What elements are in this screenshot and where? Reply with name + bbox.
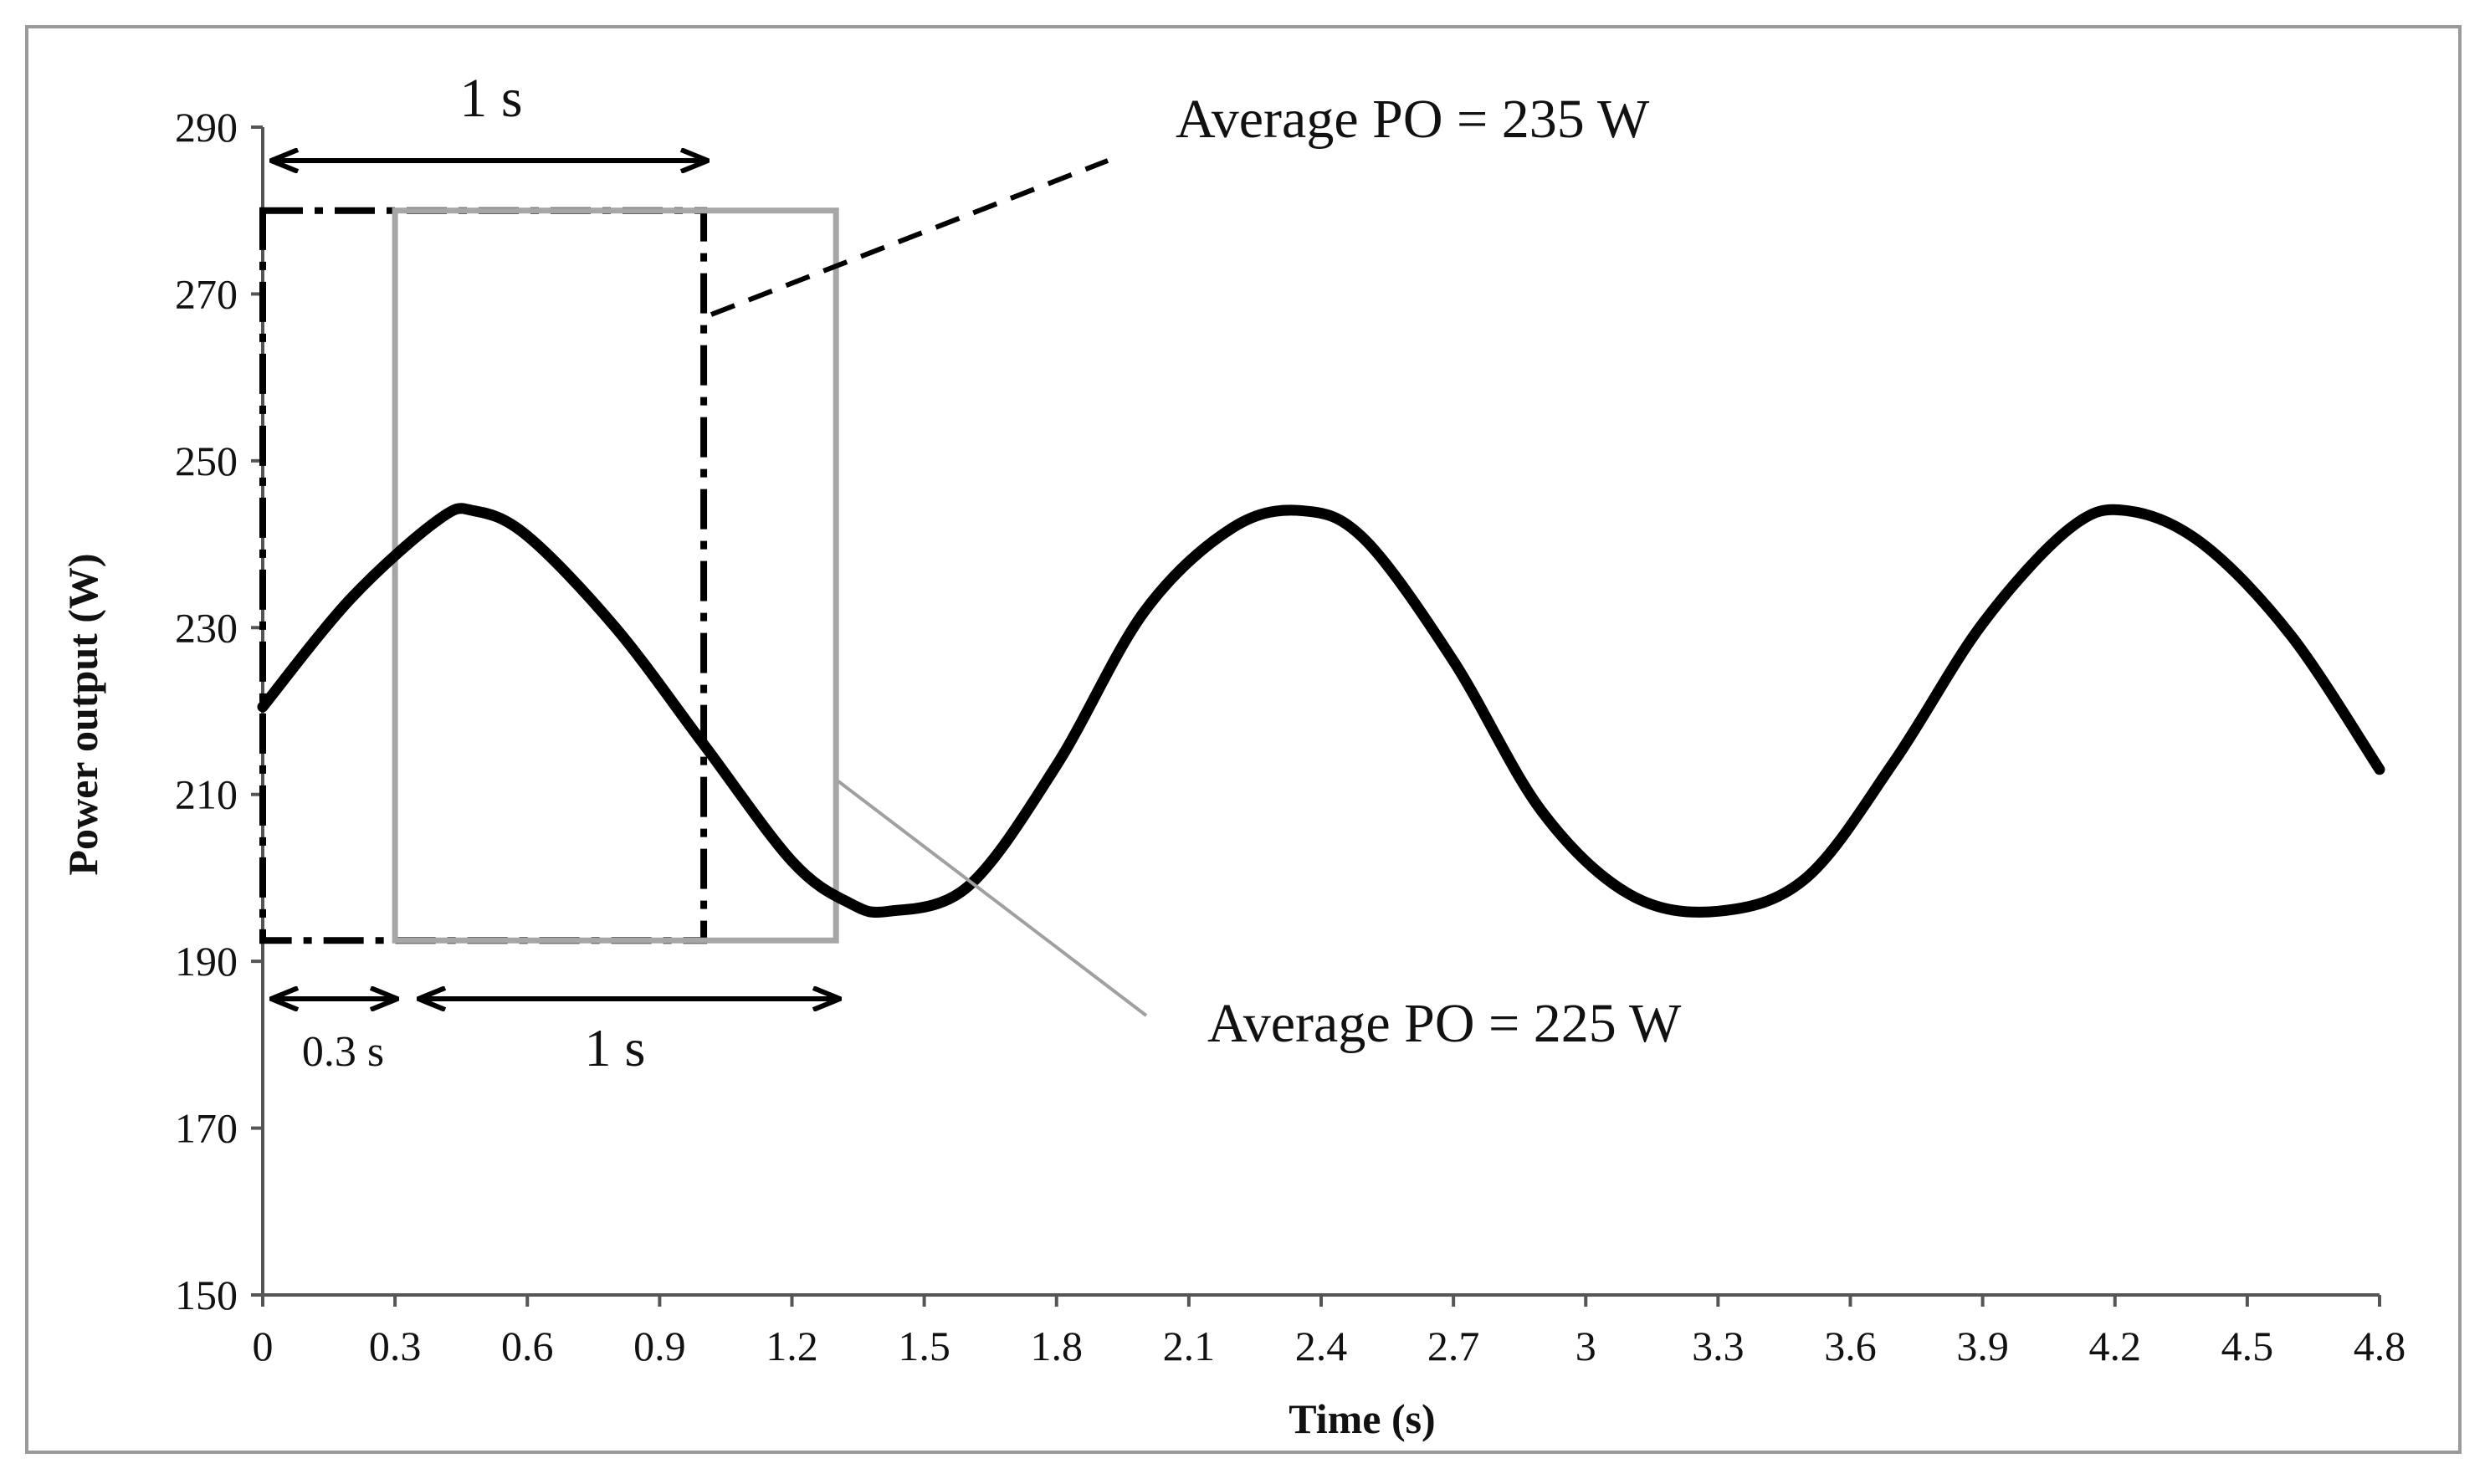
averaging-windows — [259, 207, 839, 944]
series-line-power-output — [257, 503, 2385, 919]
x-tick-label: 0.9 — [633, 1323, 686, 1369]
x-tick-label: 0 — [253, 1323, 274, 1369]
annotations: 1 s 0.3 s 1 s Average PO = 235 W Average… — [271, 68, 1682, 1077]
y-ticks: 150 170 190 210 230 250 270 290 — [175, 104, 263, 1318]
y-axis-title: Power output (W) — [59, 553, 106, 875]
x-tick-label: 0.6 — [501, 1323, 554, 1369]
y-tick-label: 270 — [175, 270, 238, 317]
x-ticks: 0 0.3 0.6 0.9 1.2 1.5 1.8 2.1 2.4 2.7 3 3.3 3.6 3.9 4.… — [253, 1295, 2406, 1369]
x-tick-label: 4.5 — [2221, 1323, 2274, 1369]
x-tick-label: 3 — [1575, 1323, 1596, 1369]
x-tick-label: 2.7 — [1427, 1323, 1480, 1369]
avg-b-label: Average PO = 225 W — [1207, 993, 1682, 1054]
bottom-span-label: 1 s — [585, 1018, 646, 1077]
x-tick-label: 3.3 — [1692, 1323, 1745, 1369]
avg-b-leader-line — [837, 780, 1148, 1017]
y-tick-label: 250 — [175, 438, 238, 484]
y-tick-label: 150 — [175, 1272, 238, 1318]
y-tick-label: 190 — [175, 938, 238, 985]
top-span-label: 1 s — [459, 68, 522, 129]
y-tick-label: 290 — [175, 104, 238, 151]
x-tick-label: 4.2 — [2089, 1323, 2142, 1369]
power-output-chart: 150 170 190 210 230 250 270 290 0 0.3 0.6 0.9 1.2 1.… — [59, 68, 2406, 1442]
window-b — [392, 207, 839, 944]
x-tick-label: 3.6 — [1824, 1323, 1877, 1369]
x-tick-label: 1.5 — [898, 1323, 950, 1369]
y-tick-label: 170 — [175, 1105, 238, 1152]
x-axis-title: Time (s) — [1289, 1395, 1435, 1442]
y-tick-label: 210 — [175, 771, 238, 818]
window-a — [259, 207, 708, 944]
axes — [261, 127, 2380, 1297]
figure-frame: 150 170 190 210 230 250 270 290 0 0.3 0.6 0.9 1.2 1.… — [25, 25, 2462, 1454]
x-tick-label: 2.4 — [1295, 1323, 1348, 1369]
x-tick-label: 4.8 — [2354, 1323, 2406, 1369]
x-tick-label: 3.9 — [1956, 1323, 2009, 1369]
x-tick-label: 1.8 — [1031, 1323, 1084, 1369]
x-tick-label: 1.2 — [766, 1323, 818, 1369]
offset-span-label: 0.3 s — [302, 1028, 384, 1076]
x-tick-label: 0.3 — [369, 1323, 422, 1369]
avg-a-leader-line — [710, 158, 1109, 317]
y-tick-label: 230 — [175, 604, 238, 651]
x-tick-label: 2.1 — [1163, 1323, 1216, 1369]
avg-a-label: Average PO = 235 W — [1176, 89, 1650, 150]
